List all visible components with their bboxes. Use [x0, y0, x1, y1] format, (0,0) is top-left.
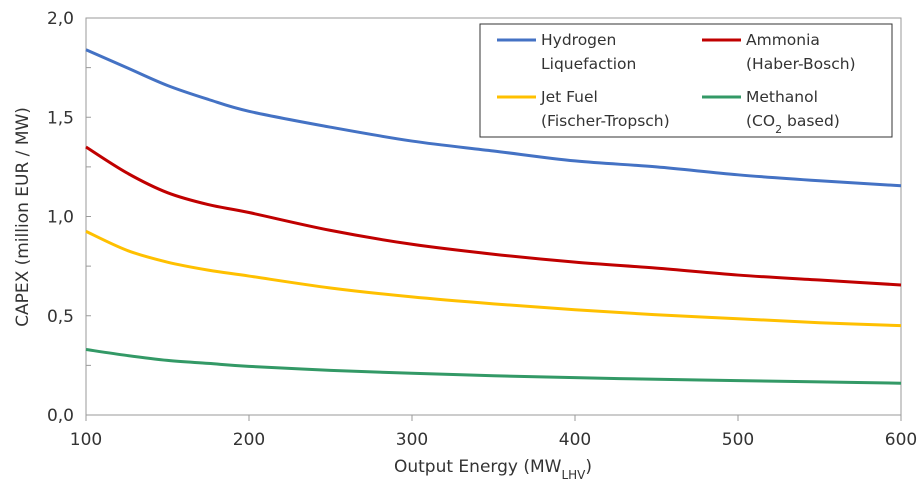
- minor-ticks: [86, 17, 91, 416]
- y-tick-label: 1,0: [47, 208, 74, 228]
- y-axis-title: CAPEX (million EUR / MW): [13, 107, 33, 327]
- legend-label-jet-fuel-line2: (Fischer-Tropsch): [541, 112, 670, 130]
- x-axis-title-main: Output Energy (MW: [394, 457, 562, 477]
- y-tick-label: 1,5: [47, 108, 74, 128]
- x-tick-label: 400: [559, 430, 591, 450]
- y-tick-label: 2,0: [47, 9, 74, 29]
- series-line-ammonia: [85, 145, 902, 287]
- x-tick-label: 500: [722, 430, 754, 450]
- legend-label-ammonia-line2: (Haber-Bosch): [746, 55, 856, 73]
- series-line-hydrogen: [85, 48, 902, 188]
- x-axis-title: Output Energy (MWLHV): [394, 457, 592, 482]
- series-lines: [85, 48, 902, 385]
- y-axis-ticks: 0,0 0,5 1,0 1,5 2,0: [47, 9, 74, 426]
- legend-label-methanol-line2: (CO2 based): [746, 112, 840, 136]
- legend: Hydrogen Liquefaction Ammonia (Haber-Bos…: [479, 23, 893, 138]
- legend-label-hydrogen: Hydrogen: [541, 31, 616, 49]
- x-tick-label: 600: [885, 430, 917, 450]
- y-tick-label: 0,5: [47, 307, 74, 327]
- x-tick-label: 100: [70, 430, 102, 450]
- series-line-methanol: [85, 348, 902, 385]
- x-tick-label: 300: [396, 430, 428, 450]
- legend-label-jet-fuel: Jet Fuel: [540, 88, 598, 106]
- methanol-line2-pre: (CO: [746, 112, 775, 130]
- series-line-jet-fuel: [85, 230, 902, 328]
- methanol-line2-subscript: 2: [775, 123, 782, 136]
- x-axis-ticks: 100 200 300 400 500 600: [70, 415, 917, 450]
- legend-label-methanol: Methanol: [746, 88, 818, 106]
- legend-label-hydrogen-line2: Liquefaction: [541, 55, 636, 73]
- legend-label-ammonia: Ammonia: [746, 31, 820, 49]
- methanol-line2-post: based): [782, 112, 840, 130]
- x-axis-title-suffix: ): [585, 457, 592, 477]
- x-tick-label: 200: [233, 430, 265, 450]
- y-tick-label: 0,0: [47, 406, 74, 426]
- legend-box: [479, 23, 893, 138]
- x-axis-title-subscript: LHV: [561, 468, 586, 482]
